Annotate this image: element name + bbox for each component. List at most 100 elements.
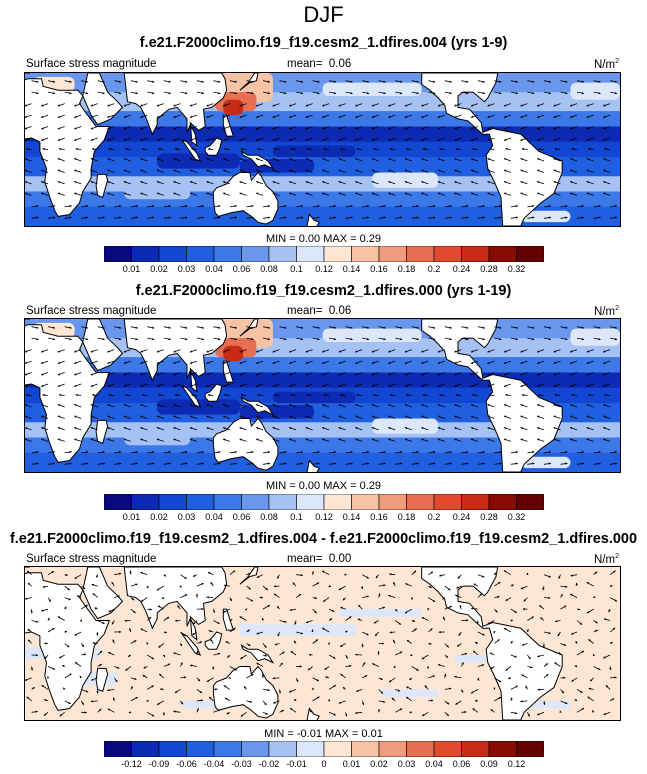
stress-vector-head [85,690,89,693]
stress-vector-head [143,666,146,669]
stress-vector-head [222,104,226,107]
stress-vector-head [383,80,386,83]
stress-vector-head [90,438,94,441]
stress-vector-head [151,685,154,688]
stress-vector-head [36,92,39,95]
stress-vector-head [349,616,352,619]
stress-vector-head [156,127,160,130]
land-mass [95,173,109,198]
stress-vector-head [400,205,403,208]
stress-vector-head [355,192,358,195]
land-mass [240,396,275,416]
stress-vector-head [470,691,474,694]
stress-vector-head [305,169,308,172]
stress-vector-head [437,384,441,387]
stress-vector-head [586,192,589,195]
stress-vector-head [338,350,341,353]
stress-vector-head [90,700,94,703]
stress-vector-head [251,92,254,95]
stress-vector-head [570,181,573,184]
stress-vector-head [124,619,127,622]
panel-2-mean-value: 0.06 [328,305,352,317]
stress-vector-head [437,115,441,118]
stress-vector-head [316,582,320,585]
stress-vector-head [553,158,556,161]
stress-vector-head [324,667,327,670]
stress-vector-head [284,92,287,95]
stress-vector-head [520,384,523,387]
stress-vector-head [222,427,226,430]
stress-vector-head [437,427,441,430]
stress-vector-head [340,606,343,609]
stress-vector-head [267,216,270,219]
stress-vector-head [173,415,176,418]
stress-vector-head [90,427,94,430]
stress-vector-head [366,216,370,219]
stress-vector-head [614,205,618,208]
stress-vector-head [305,127,308,130]
stress-vector-head [289,115,292,118]
stress-vector-head [537,655,540,658]
stress-vector-head [498,679,502,682]
stress-vector-head [371,350,375,353]
stress-vector-head [323,147,326,151]
stress-vector-head [322,404,325,407]
stress-vector-head [574,665,577,668]
stress-vector-head [157,702,160,705]
stress-vector-head [528,656,531,660]
stress-vector-head [125,668,128,671]
stress-vector-head [422,393,425,397]
stress-vector-head [443,616,446,620]
stress-vector-head [267,80,270,83]
stress-vector-head [553,350,556,353]
stress-vector-head [371,158,375,161]
stress-vector-head [598,80,601,83]
stress-vector-head [156,181,160,184]
stress-vector-head [515,80,518,83]
stress-vector-head [581,216,584,219]
stress-vector-head [563,676,566,679]
stress-vector-head [581,462,584,465]
stress-vector-head [604,393,607,397]
stress-vector-head [470,384,474,387]
stress-vector-head [366,205,370,208]
stress-vector-head [409,711,412,714]
stress-vector-head [350,338,353,341]
stress-vector-head [264,654,268,657]
stress-vector-head [530,666,533,669]
stress-vector-head [36,338,39,341]
stress-vector-head [52,216,56,219]
stress-vector-head [119,205,122,208]
stress-vector-head [123,427,127,430]
land-mass [212,417,279,471]
stress-vector-head [309,710,313,713]
stress-vector-head [256,427,259,430]
stress-vector-head [128,711,132,714]
stress-vector-head [553,361,556,364]
stress-vector-head [592,710,595,713]
stress-vector-head [226,712,229,715]
land-mass [82,73,124,126]
stress-vector-head [239,373,242,376]
stress-vector-head [363,662,366,665]
stress-vector-head [593,654,596,657]
colorbar-box [131,494,160,510]
land-mass [212,171,279,225]
stress-vector-head [156,404,160,407]
stress-vector-head [579,622,583,625]
stress-vector-head [168,462,171,465]
colorbar-box [433,246,462,262]
stress-vector-head [548,216,551,219]
stress-vector-head [146,699,149,702]
stress-vector-head [168,80,171,83]
land-mass [82,319,124,372]
stress-vector-head [430,628,433,631]
stress-vector-head [553,373,556,376]
stress-vector-head [503,350,507,353]
stress-vector-head [293,640,297,643]
stress-vector-head [57,104,60,107]
stress-vector-head [371,384,375,387]
stress-vector-head [52,451,56,454]
stress-vector-head [406,696,409,699]
stress-vector-head [345,656,348,659]
